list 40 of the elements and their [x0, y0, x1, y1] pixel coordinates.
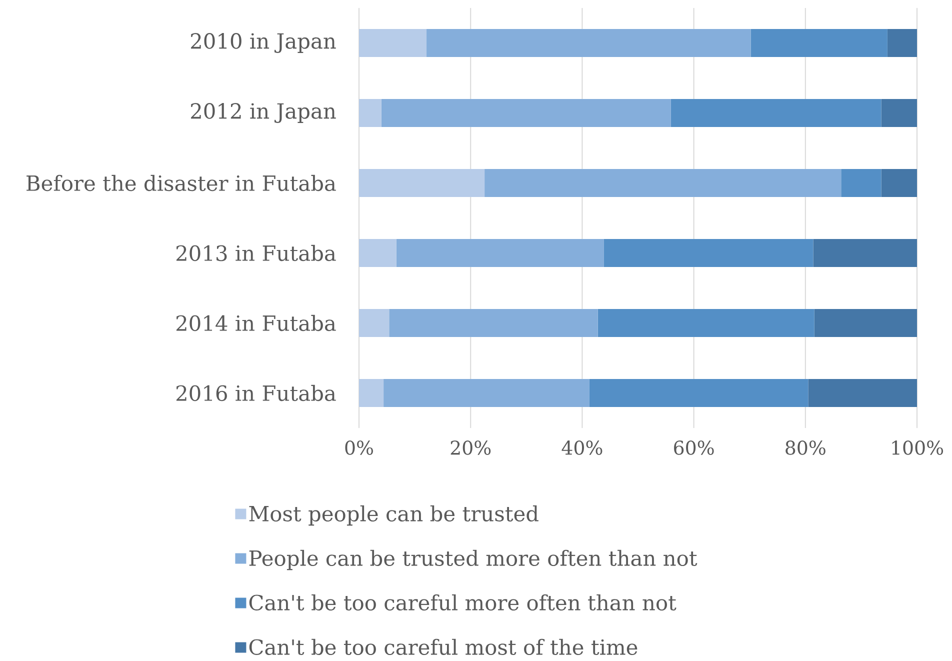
legend-label: People can be trusted more often than not	[249, 550, 698, 570]
bar	[359, 379, 384, 408]
x-tick-label: 60%	[674, 440, 714, 455]
legend-label: Most people can be trusted	[249, 505, 538, 526]
bar	[359, 309, 390, 338]
bar	[381, 99, 671, 128]
bar	[887, 29, 918, 58]
bar	[426, 29, 751, 58]
x-tick-label: 100%	[892, 440, 944, 455]
bar	[384, 379, 590, 408]
bar	[881, 169, 918, 198]
y-tick-label: 2010 in Japan	[190, 33, 336, 53]
legend-label: Can't be too careful more often than not	[249, 594, 676, 611]
y-tick-label: 2016 in Futaba	[176, 384, 336, 402]
legend-label: Can't be too careful most of the time	[249, 638, 638, 656]
bar	[881, 99, 918, 128]
bar	[598, 309, 814, 338]
y-tick-label: 2013 in Futaba	[176, 244, 336, 262]
bar	[814, 309, 918, 338]
bar	[670, 99, 882, 128]
bar	[359, 169, 485, 198]
bar	[389, 309, 598, 338]
bar	[750, 29, 888, 58]
bar	[359, 29, 427, 58]
x-tick-label: 40%	[562, 440, 602, 455]
x-tick-label: 80%	[786, 440, 826, 455]
bar	[484, 169, 842, 198]
bar	[589, 379, 808, 408]
y-tick-label: Before the disaster in Futaba	[26, 174, 336, 192]
bar	[808, 379, 918, 408]
x-tick-label: 0%	[345, 440, 373, 455]
bar	[604, 239, 814, 268]
x-tick-label: 20%	[450, 440, 491, 455]
bar	[841, 169, 882, 198]
bar	[359, 239, 396, 268]
y-tick-label: 2012 in Japan	[190, 103, 336, 123]
bar	[396, 239, 604, 268]
y-tick-label: 2014 in Futaba	[176, 314, 336, 332]
bar	[813, 239, 918, 268]
bar	[359, 99, 382, 128]
